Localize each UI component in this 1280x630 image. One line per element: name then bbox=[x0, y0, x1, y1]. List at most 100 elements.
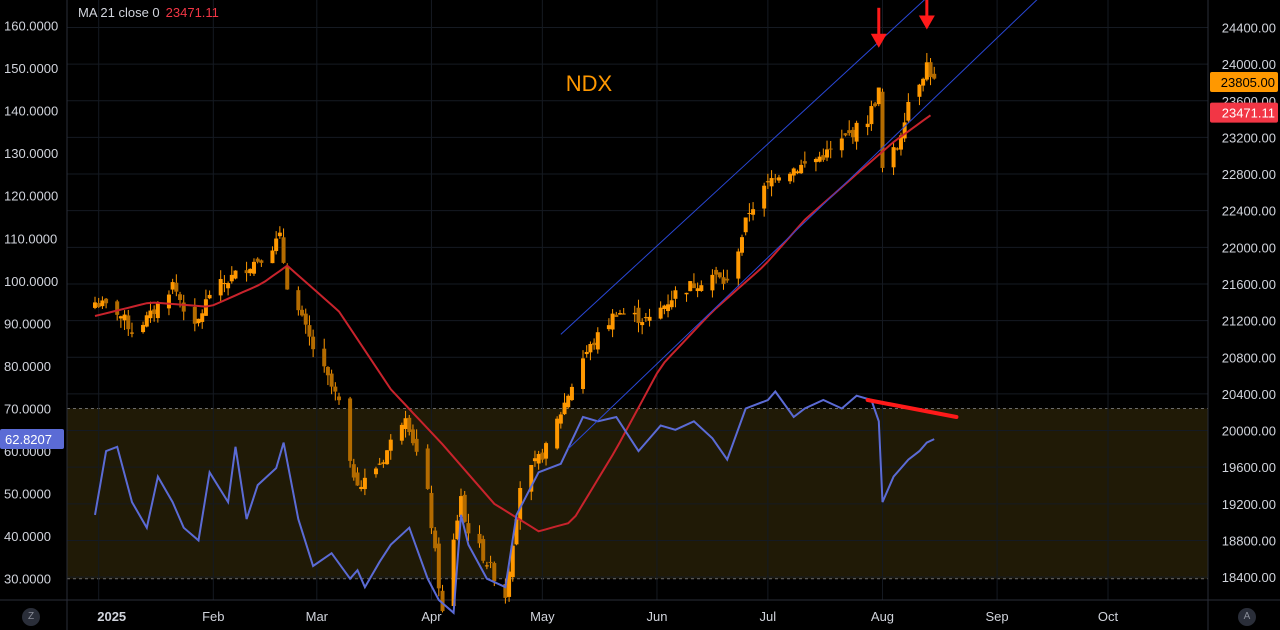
candle-body bbox=[207, 294, 212, 299]
candle-body bbox=[93, 302, 97, 308]
candle-body bbox=[876, 87, 881, 105]
candle-body bbox=[592, 342, 597, 346]
left-axis-tick: 50.0000 bbox=[4, 487, 51, 502]
candle-body bbox=[270, 250, 275, 264]
candle-body bbox=[115, 301, 120, 315]
right-axis-tick: 22800.00 bbox=[1222, 167, 1276, 182]
candle-body bbox=[144, 315, 149, 327]
rsi-line bbox=[94, 389, 935, 615]
candle-body bbox=[226, 283, 231, 289]
candle-body bbox=[129, 332, 134, 334]
right-axis-tick: 20000.00 bbox=[1222, 424, 1276, 439]
price-badge-text: 23805.00 bbox=[1221, 75, 1275, 90]
candle-body bbox=[725, 278, 730, 281]
candle-body bbox=[636, 307, 641, 323]
candle-body bbox=[562, 402, 567, 415]
candle-body bbox=[739, 237, 744, 253]
candle-body bbox=[433, 530, 438, 549]
candle-body bbox=[828, 148, 833, 150]
candle-body bbox=[584, 351, 589, 355]
left-axis: 160.0000 150.0000 140.0000 130.0000 120.0000… bbox=[4, 19, 58, 587]
candle-body bbox=[355, 472, 360, 486]
candle-body bbox=[166, 294, 171, 309]
candle-body bbox=[917, 84, 922, 97]
left-axis-tick: 160.0000 bbox=[4, 19, 58, 34]
candle-body bbox=[300, 309, 305, 316]
time-axis-label: May bbox=[530, 609, 555, 624]
candle-body bbox=[244, 270, 249, 274]
candle-body bbox=[751, 209, 756, 215]
candle-body bbox=[932, 73, 937, 79]
candle-body bbox=[459, 496, 464, 517]
timezone-button[interactable]: Z bbox=[22, 608, 40, 626]
candle-body bbox=[451, 539, 456, 607]
candle-body bbox=[118, 316, 123, 319]
candle-body bbox=[617, 313, 622, 315]
candle-body bbox=[251, 261, 256, 274]
candle-body bbox=[880, 91, 885, 168]
right-axis-tick: 24400.00 bbox=[1222, 20, 1276, 35]
candle-body bbox=[799, 164, 804, 174]
candle-body bbox=[174, 282, 179, 292]
right-axis: 24400.0024000.0023600.0023200.0022800.00… bbox=[1222, 20, 1276, 585]
candle-body bbox=[503, 583, 508, 598]
candle-body bbox=[769, 178, 774, 187]
price-badge-2: 23471.11 bbox=[1210, 102, 1278, 123]
candle-body bbox=[122, 314, 127, 321]
candle-body bbox=[477, 533, 482, 544]
candle-body bbox=[192, 306, 197, 324]
candle-body bbox=[906, 101, 911, 121]
left-axis-tick: 80.0000 bbox=[4, 359, 51, 374]
candle-body bbox=[776, 177, 781, 181]
candle-body bbox=[721, 277, 726, 284]
candle-body bbox=[351, 464, 356, 478]
candle-body bbox=[699, 285, 704, 291]
candle-body bbox=[581, 358, 586, 389]
time-axis-label: 2025 bbox=[97, 609, 126, 624]
right-axis-tick: 24000.00 bbox=[1222, 57, 1276, 72]
candle-body bbox=[532, 458, 537, 462]
right-axis-tick: 19600.00 bbox=[1222, 460, 1276, 475]
candle-body bbox=[222, 283, 227, 285]
candle-body bbox=[540, 452, 545, 460]
divergence-line bbox=[865, 398, 959, 420]
candle-body bbox=[277, 232, 282, 237]
down-arrow-2 bbox=[918, 0, 935, 30]
candle-body bbox=[141, 324, 146, 333]
chart-legend[interactable]: MA 21 close 0 23471.11 bbox=[78, 5, 219, 20]
candle-body bbox=[902, 122, 907, 139]
candle-body bbox=[100, 300, 105, 307]
candle-body bbox=[621, 313, 626, 315]
left-axis-tick: 100.0000 bbox=[4, 274, 58, 289]
candle-body bbox=[747, 213, 752, 215]
time-axis-label: Feb bbox=[202, 609, 224, 624]
candle-body bbox=[126, 315, 131, 330]
candle-body bbox=[218, 278, 223, 296]
candle-body bbox=[510, 545, 515, 578]
candle-body bbox=[666, 304, 671, 312]
candle-body bbox=[492, 563, 497, 582]
channel-upper-line bbox=[560, 0, 926, 335]
candle-body bbox=[843, 133, 848, 136]
candle-body bbox=[281, 237, 286, 263]
candle-body bbox=[791, 168, 796, 176]
ma-indicator-label: MA 21 close 0 bbox=[78, 5, 160, 20]
ma-indicator-value: 23471.11 bbox=[165, 5, 219, 20]
candle-body bbox=[329, 373, 334, 387]
candle-body bbox=[854, 122, 859, 142]
candle-body bbox=[104, 298, 109, 304]
channel-lower-line bbox=[567, 0, 1038, 450]
candle-body bbox=[170, 282, 175, 290]
auto-scale-button[interactable]: A bbox=[1238, 608, 1256, 626]
time-axis-label: Jun bbox=[646, 609, 667, 624]
candle-body bbox=[873, 103, 878, 106]
left-axis-tick: 150.0000 bbox=[4, 61, 58, 76]
candles bbox=[93, 53, 937, 613]
rsi-badge-bg bbox=[0, 429, 64, 450]
candle-body bbox=[333, 386, 338, 392]
candle-body bbox=[507, 571, 512, 597]
candle-body bbox=[788, 173, 793, 182]
candle-body bbox=[337, 396, 342, 401]
time-axis-label: Mar bbox=[306, 609, 329, 624]
